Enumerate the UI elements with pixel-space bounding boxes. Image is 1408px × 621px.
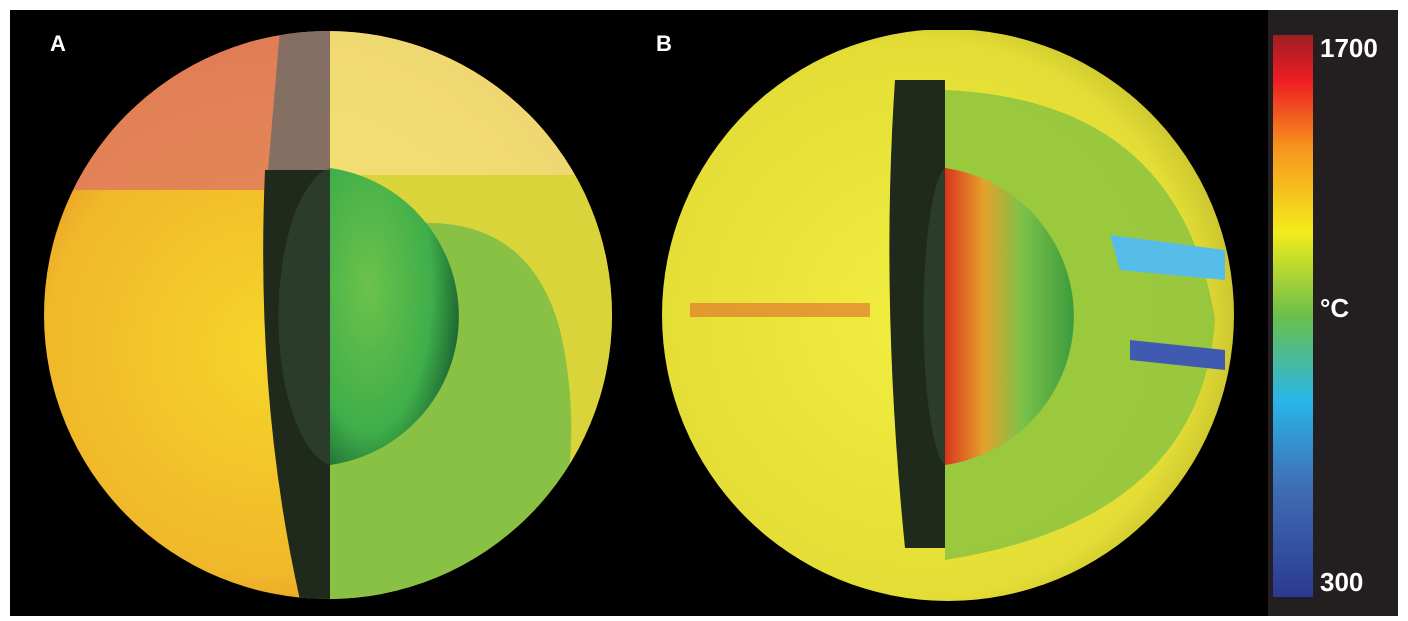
colorbar-min: 300 [1320,567,1363,597]
colorbar-unit: °C [1320,293,1349,323]
sphere-a [44,31,612,599]
colorbar-max: 1700 [1320,33,1378,63]
panel-label: A [50,31,66,56]
sphere-b [662,30,1234,601]
panel-label: B [656,31,672,56]
colorbar [1273,35,1313,597]
